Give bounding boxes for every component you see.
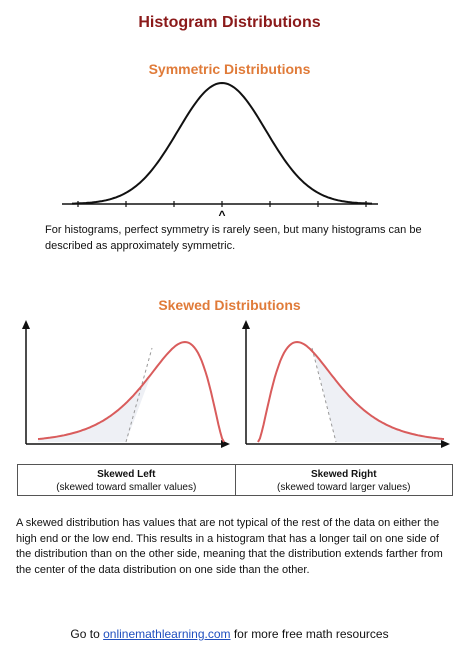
- skewed-right-y-arrow: [242, 320, 250, 329]
- symmetric-curve-figure: ^: [62, 81, 378, 222]
- skew-caption-table: Skewed Left (skewed toward smaller value…: [17, 464, 453, 496]
- skewed-left-caption: Skewed Left (skewed toward smaller value…: [18, 465, 235, 495]
- skewed-left-mean-line: [125, 347, 153, 443]
- skewed-left-tail-shading: [38, 373, 152, 442]
- skewed-left-x-arrow: [221, 440, 230, 448]
- skewed-right-label: Skewed Right: [310, 469, 377, 480]
- skewed-left-figure: [22, 320, 230, 448]
- skewed-left-sublabel: (skewed toward smaller values): [56, 482, 197, 493]
- symmetric-heading: Symmetric Distributions: [148, 61, 311, 77]
- page-title: Histogram Distributions: [138, 14, 321, 31]
- skewed-left-label: Skewed Left: [97, 469, 156, 480]
- skewed-right-sublabel: (skewed toward larger values): [277, 482, 411, 493]
- footer-link[interactable]: onlinemathlearning.com: [103, 627, 231, 641]
- skewed-right-figure: [242, 320, 450, 448]
- skewed-right-curve: [257, 340, 445, 443]
- center-marker: ^: [218, 208, 225, 222]
- skewed-right-caption: Skewed Right (skewed toward larger value…: [234, 465, 453, 495]
- symmetric-bell-curve: [72, 81, 372, 205]
- skewed-description: A skewed distribution has values that ar…: [16, 517, 443, 576]
- skewed-left-curve: [37, 340, 225, 443]
- footer-prefix: Go to: [70, 627, 104, 641]
- skewed-left-y-arrow: [22, 320, 30, 329]
- footer-suffix: for more free math resources: [230, 627, 389, 641]
- skewed-right-x-arrow: [441, 440, 450, 448]
- symmetric-description: For histograms, perfect symmetry is rare…: [45, 224, 422, 252]
- footer: Go to onlinemathlearning.com for more fr…: [0, 627, 459, 641]
- skewed-right-mean-line: [311, 347, 337, 443]
- skewed-right-tail-shading: [313, 352, 444, 442]
- skewed-heading: Skewed Distributions: [158, 297, 301, 313]
